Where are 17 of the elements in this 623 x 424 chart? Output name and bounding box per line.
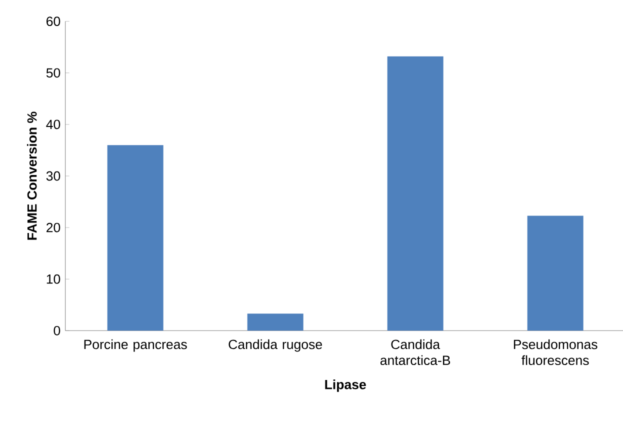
y-tick-label: 60 [46, 16, 60, 26]
bar [527, 216, 584, 331]
bar [247, 314, 304, 331]
y-tick-label: 30 [46, 171, 60, 181]
y-tick-label: 0 [54, 326, 60, 336]
y-tick-label: 20 [46, 222, 60, 232]
y-tick-label: 10 [46, 274, 60, 284]
y-tick-label: 50 [46, 68, 60, 78]
x-axis-title: Lipase [325, 380, 366, 392]
x-tick-label: Porcine pancreas [84, 339, 187, 352]
bar [387, 56, 444, 331]
x-tick-label: Candida rugose [228, 339, 322, 352]
bar [107, 145, 164, 331]
y-axis-title: FAME Conversion % [26, 112, 37, 240]
y-tick-label: 40 [46, 120, 60, 130]
x-tick-label: Pseudomonas fluorescens [514, 339, 598, 366]
x-tick-label: Candida antarctica-B [380, 339, 450, 366]
